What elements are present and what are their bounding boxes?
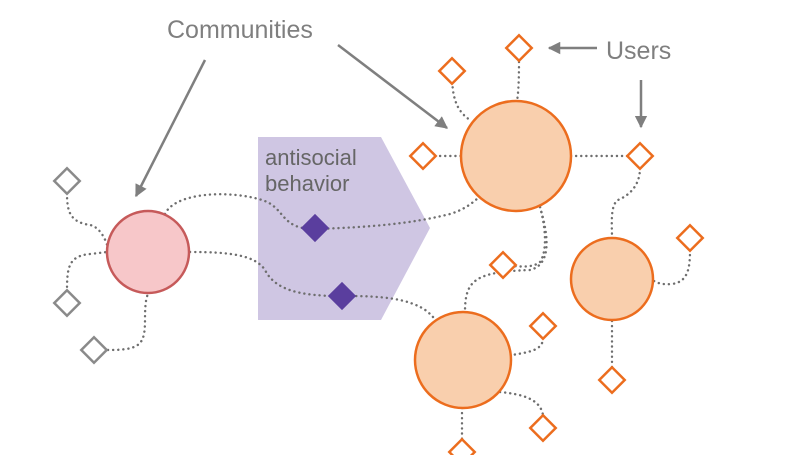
communities (105, 99, 655, 410)
user-node-gray (52, 166, 82, 196)
user-node-gray (52, 288, 82, 318)
users-label: Users (606, 37, 671, 65)
users (52, 33, 705, 455)
user-node-orange (528, 311, 558, 341)
user-node-orange (675, 223, 705, 253)
user-node-orange (625, 141, 655, 171)
callout-arrow (337, 44, 448, 129)
antisocial-label-line1: antisocial (265, 145, 357, 170)
antisocial-label-line2: behavior (265, 171, 349, 196)
community-node-bottom (413, 310, 513, 410)
user-node-orange (437, 56, 467, 86)
community-node-small (569, 236, 655, 322)
user-node-orange (597, 365, 627, 395)
user-node-orange (408, 141, 438, 171)
connector (65, 191, 110, 250)
user-node-orange (488, 250, 518, 280)
connector (498, 390, 545, 417)
connector (65, 250, 110, 294)
connector (650, 248, 692, 286)
connector (610, 166, 642, 240)
user-node-orange (504, 33, 534, 63)
callout-arrow (134, 59, 207, 198)
connector (501, 205, 547, 268)
communities-label: Communities (167, 16, 313, 44)
community-node-large (459, 99, 573, 213)
connector (463, 205, 548, 314)
user-node-gray (79, 335, 109, 365)
connector (316, 188, 488, 231)
community-node-pink (105, 209, 191, 295)
connector (515, 60, 521, 103)
connector (510, 336, 545, 357)
connector (106, 292, 150, 352)
connector (188, 250, 342, 298)
user-node-orange (528, 413, 558, 443)
user-node-orange (447, 437, 477, 455)
